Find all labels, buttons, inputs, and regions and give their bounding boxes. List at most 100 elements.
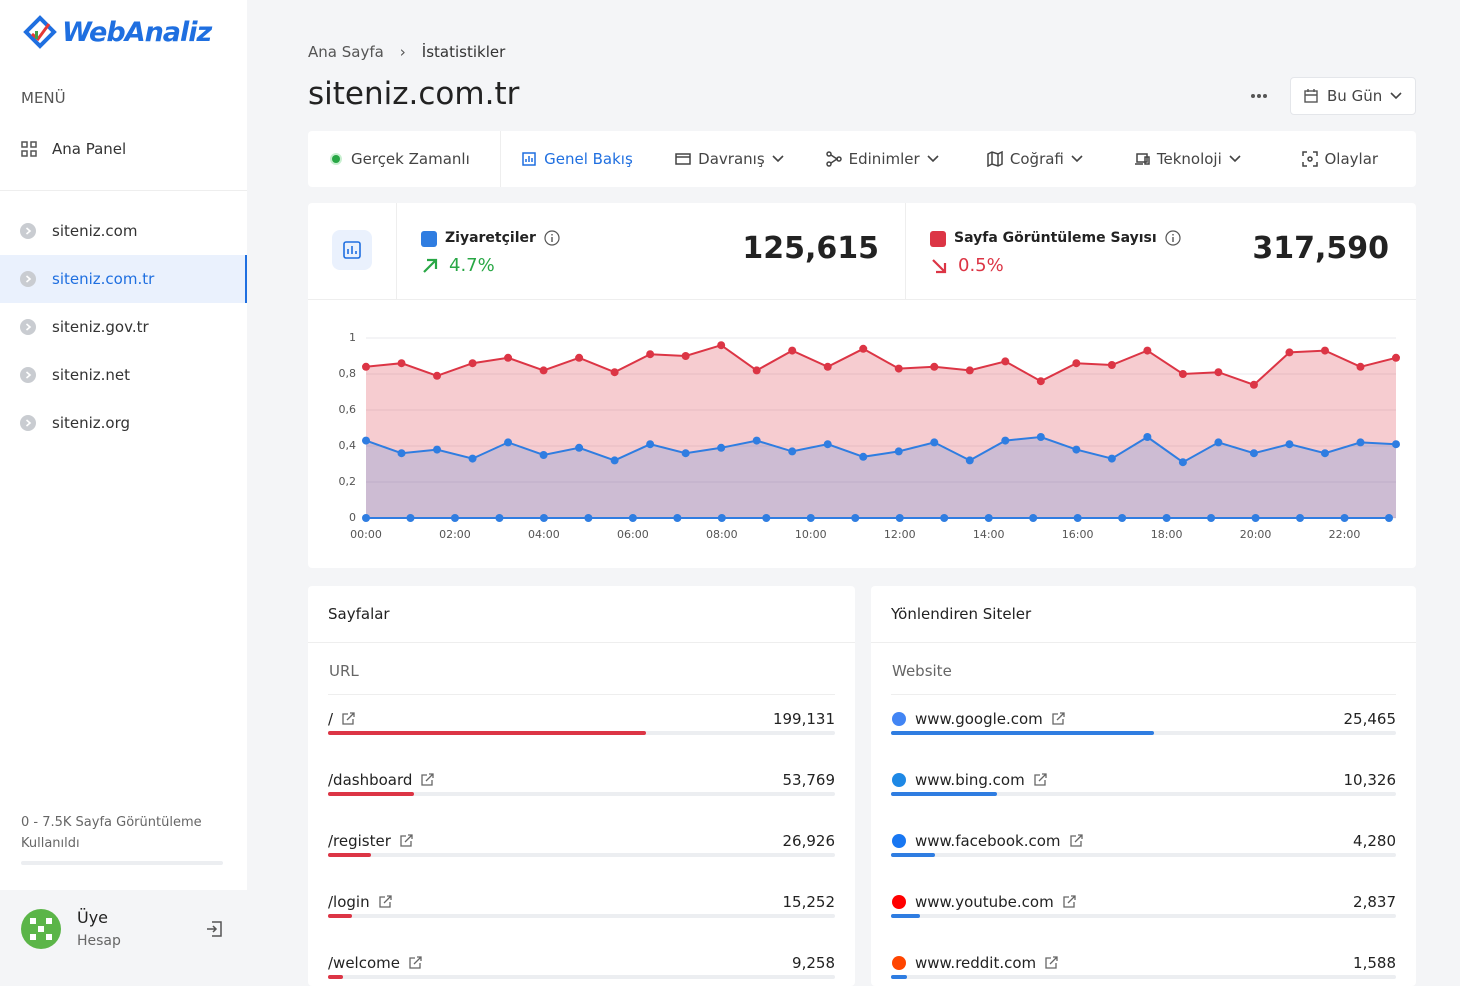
row-bar [891, 792, 998, 796]
row-label[interactable]: /login [328, 893, 392, 911]
stat-swatch [930, 231, 946, 247]
site-name: siteniz.org [52, 414, 131, 432]
row-label[interactable]: /dashboard [328, 771, 435, 789]
row-label[interactable]: /register [328, 832, 413, 850]
logout-icon[interactable] [205, 920, 223, 938]
row-label[interactable]: www.bing.com [891, 771, 1047, 789]
point [539, 451, 548, 459]
nav-item[interactable]: Ana Panel [20, 140, 126, 158]
point [965, 366, 974, 375]
stat-value: 125,615 [742, 231, 879, 266]
row-text: www.reddit.com [915, 954, 1037, 972]
row-text: / [328, 710, 334, 728]
point [1285, 348, 1294, 357]
table-row: www.facebook.com 4,280 [891, 832, 1396, 893]
point [1036, 433, 1045, 441]
point [575, 353, 584, 362]
row-label[interactable]: www.google.com [891, 710, 1065, 728]
x-tick-label: 18:00 [1151, 528, 1183, 541]
tab[interactable]: Davranış [653, 131, 805, 187]
point [362, 436, 370, 445]
more-button[interactable] [1249, 92, 1269, 100]
point [1214, 368, 1223, 377]
stat-change-row: 4.7% [421, 255, 495, 276]
row-track [328, 731, 835, 735]
site-name: siteniz.com [52, 222, 138, 240]
stat-change: 0.5% [958, 255, 1004, 276]
crumb-link[interactable]: Ana Sayfa [308, 43, 384, 61]
point [681, 352, 690, 360]
point [1072, 359, 1081, 368]
point [1001, 436, 1010, 445]
site-favicon [892, 773, 906, 787]
x-tick-label: 00:00 [350, 528, 382, 541]
tab[interactable]: Genel Bakış [501, 131, 653, 187]
row-label[interactable]: / [328, 710, 355, 728]
point [504, 438, 513, 447]
baseline-point [495, 514, 504, 522]
tab-label: Edinimler [848, 150, 920, 168]
row-bar [328, 731, 646, 735]
point [1143, 346, 1152, 355]
table-row: / 199,131 [328, 710, 835, 771]
stat-change: 4.7% [449, 255, 495, 276]
table-title: Sayfalar [328, 605, 390, 623]
tab[interactable]: Olaylar [1264, 131, 1416, 187]
row-track [328, 853, 835, 857]
point [752, 436, 761, 445]
tab[interactable]: Edinimler [806, 131, 959, 187]
row-track [328, 914, 835, 918]
point [894, 364, 903, 373]
baseline-point [1296, 514, 1305, 522]
point [646, 350, 655, 359]
site-item[interactable]: siteniz.org [0, 399, 247, 447]
pages-table: Sayfalar URL / 199,131/dashboard 53,769/regi… [308, 586, 855, 986]
point [1392, 353, 1400, 362]
x-tick-label: 10:00 [795, 528, 827, 541]
baseline-point [940, 514, 949, 522]
chevron [772, 155, 784, 163]
point [1107, 361, 1116, 369]
site-item[interactable]: siteniz.gov.tr [0, 303, 247, 351]
row-bar [891, 853, 936, 857]
row-track [891, 792, 1396, 796]
y-tick-label: 0,2 [339, 475, 357, 488]
external-link [342, 712, 355, 725]
point [1214, 438, 1223, 447]
baseline-point [1118, 514, 1127, 522]
external-link [378, 895, 392, 908]
row-text: www.facebook.com [915, 832, 1061, 850]
usage-bar [21, 861, 223, 865]
user-box[interactable]: Üye Hesap [0, 890, 247, 964]
tab[interactable]: Coğrafi [959, 131, 1111, 187]
point [1072, 445, 1081, 454]
logo[interactable]: WebAnaliz [22, 14, 212, 50]
site-item[interactable]: siteniz.com.tr [0, 255, 247, 303]
row-label[interactable]: www.youtube.com [891, 893, 1076, 911]
site-item[interactable]: siteniz.com [0, 207, 247, 255]
line [365, 344, 1397, 386]
tab[interactable]: Teknoloji [1111, 131, 1263, 187]
crumb-sep: › [399, 43, 406, 61]
point [752, 366, 761, 375]
row-bar [891, 914, 921, 918]
site-name: siteniz.com.tr [52, 270, 155, 288]
row-label[interactable]: www.facebook.com [891, 832, 1083, 850]
baseline-point [851, 514, 860, 522]
row-label[interactable]: /welcome [328, 954, 422, 972]
tab-icon [330, 153, 342, 165]
row-bar [328, 914, 353, 918]
point [1178, 458, 1187, 467]
x-tick-label: 20:00 [1240, 528, 1272, 541]
date-button[interactable]: Bu Gün [1290, 77, 1416, 115]
baseline-point [1207, 514, 1216, 522]
referrers-table: Yönlendiren Siteler Website www.google.com… [871, 586, 1416, 986]
baseline-point [895, 514, 904, 522]
tab[interactable]: Gerçek Zamanlı [308, 131, 501, 187]
site-item[interactable]: siteniz.net [0, 351, 247, 399]
tab-icon [1301, 151, 1318, 167]
baseline-point [806, 514, 815, 522]
chevron [1229, 155, 1241, 163]
row-label[interactable]: www.reddit.com [891, 954, 1058, 972]
grid-icon [21, 141, 37, 157]
